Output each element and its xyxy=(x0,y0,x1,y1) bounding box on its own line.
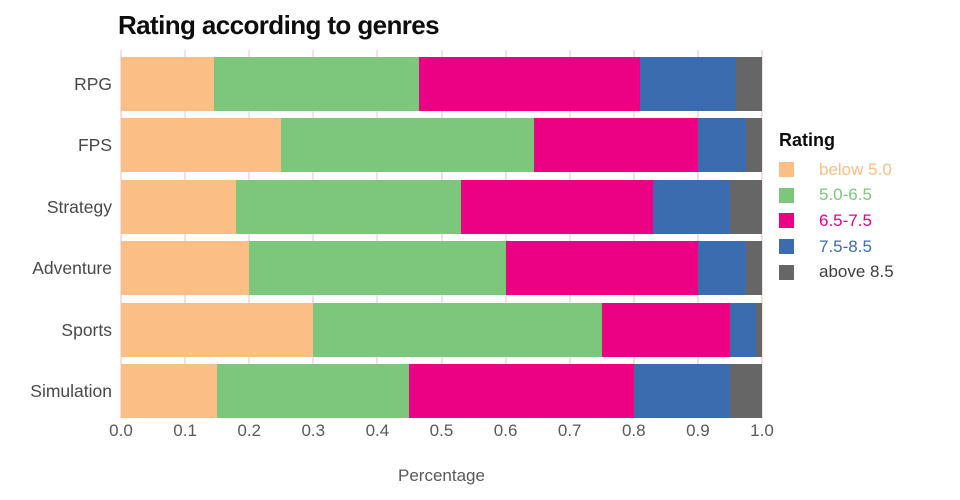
bar-segment-sports-below-5.0 xyxy=(121,302,314,357)
x-tick-label: 0.7 xyxy=(557,421,582,440)
legend-swatch-icon xyxy=(779,162,794,178)
bar-segment-simulation-above-8.5 xyxy=(729,363,762,418)
legend-item-6.5-7.5: 6.5-7.5 xyxy=(779,208,954,234)
bar-segment-rpg-below-5.0 xyxy=(121,57,214,111)
gridline xyxy=(440,50,443,418)
gridline xyxy=(696,50,699,418)
gridline xyxy=(184,50,187,418)
bar-segment-simulation-6.5-7.5 xyxy=(409,363,634,418)
plot-area xyxy=(120,50,763,418)
legend-items: below 5.0 5.0-6.5 6.5-7.5 7.5-8.5 above 8.5 xyxy=(779,157,954,285)
x-tick-label: 0.5 xyxy=(429,421,454,440)
y-label-fps: FPS xyxy=(77,135,112,156)
gridline xyxy=(568,50,571,418)
y-label-adventure: Adventure xyxy=(32,258,112,279)
y-label-strategy: Strategy xyxy=(46,196,112,217)
bar-row-rpg xyxy=(121,57,762,111)
gridline xyxy=(376,50,379,418)
bar-segment-strategy-below-5.0 xyxy=(121,179,237,234)
x-tick-label: 0.9 xyxy=(686,421,710,440)
bar-segment-fps-5.0-6.5 xyxy=(281,118,535,173)
bar-segment-adventure-6.5-7.5 xyxy=(505,241,698,296)
legend-swatch-icon xyxy=(779,264,794,280)
bars-container xyxy=(121,57,762,418)
bar-segment-sports-6.5-7.5 xyxy=(601,302,730,357)
bar-segment-rpg-7.5-8.5 xyxy=(640,57,737,111)
bar-segment-rpg-above-8.5 xyxy=(736,57,762,111)
legend-item-7.5-8.5: 7.5-8.5 xyxy=(779,234,954,260)
bar-segment-adventure-5.0-6.5 xyxy=(249,241,506,296)
x-tick-label: 0.0 xyxy=(109,421,133,440)
gridline xyxy=(120,50,122,418)
bar-segment-simulation-5.0-6.5 xyxy=(217,363,410,418)
bar-segment-strategy-5.0-6.5 xyxy=(236,179,461,234)
gridline xyxy=(504,50,507,418)
bar-row-sports xyxy=(121,302,762,357)
legend-item-above-8.5: above 8.5 xyxy=(779,259,954,285)
legend-label: 5.0-6.5 xyxy=(819,185,872,205)
gridline xyxy=(761,50,763,418)
x-tick-label: 0.2 xyxy=(237,421,262,440)
bar-segment-simulation-7.5-8.5 xyxy=(633,363,730,418)
x-tick-label: 0.6 xyxy=(493,421,518,440)
bar-segment-sports-above-8.5 xyxy=(755,302,762,357)
bar-segment-strategy-above-8.5 xyxy=(729,179,762,234)
bar-row-adventure xyxy=(121,241,762,296)
bar-segment-rpg-5.0-6.5 xyxy=(213,57,420,111)
bar-segment-fps-below-5.0 xyxy=(121,118,282,173)
x-tick-label: 0.4 xyxy=(365,421,390,440)
legend-swatch-icon xyxy=(779,213,794,229)
x-axis-title: Percentage xyxy=(398,466,485,485)
gridline xyxy=(632,50,635,418)
bar-row-strategy xyxy=(121,179,762,234)
bar-row-simulation xyxy=(121,363,762,418)
legend-label: above 8.5 xyxy=(819,262,894,282)
x-tick-label: 0.8 xyxy=(621,421,646,440)
legend-label: 7.5-8.5 xyxy=(819,236,872,256)
bar-segment-sports-5.0-6.5 xyxy=(313,302,602,357)
legend-title: Rating xyxy=(779,130,835,150)
x-tick-label: 1.0 xyxy=(750,421,774,440)
bar-segment-adventure-above-8.5 xyxy=(745,241,762,296)
x-tick-label: 0.1 xyxy=(173,421,197,440)
legend-swatch-icon xyxy=(779,187,794,203)
gridline xyxy=(312,50,315,418)
bar-segment-fps-6.5-7.5 xyxy=(534,118,698,173)
legend-swatch-icon xyxy=(779,239,794,255)
legend: Rating below 5.0 5.0-6.5 6.5-7.5 7.5-8.5 abo… xyxy=(779,130,954,285)
legend-item-5.0-6.5: 5.0-6.5 xyxy=(779,183,954,209)
bar-segment-simulation-below-5.0 xyxy=(121,363,218,418)
bar-segment-sports-7.5-8.5 xyxy=(729,302,756,357)
legend-item-below-5.0: below 5.0 xyxy=(779,157,954,183)
gridline xyxy=(248,50,251,418)
x-axis-ticks: 0.0 0.1 0.2 0.3 0.4 0.5 0.6 0.7 0.8 0.9 1.0 xyxy=(109,421,774,441)
bar-row-fps xyxy=(121,118,762,173)
y-label-rpg: RPG xyxy=(74,74,112,94)
bar-segment-rpg-6.5-7.5 xyxy=(419,57,641,111)
y-axis-labels: RPG FPS Strategy Adventure Sports Simulation xyxy=(0,57,112,418)
x-tick-label: 0.3 xyxy=(301,421,326,440)
bar-segment-strategy-6.5-7.5 xyxy=(460,179,654,234)
bar-segment-adventure-7.5-8.5 xyxy=(697,241,746,296)
y-label-simulation: Simulation xyxy=(30,380,112,401)
y-label-sports: Sports xyxy=(61,319,112,340)
bar-segment-fps-above-8.5 xyxy=(745,118,762,173)
legend-label: 6.5-7.5 xyxy=(819,210,872,230)
bar-segment-adventure-below-5.0 xyxy=(121,241,250,296)
bar-segment-strategy-7.5-8.5 xyxy=(653,179,730,234)
bar-segment-fps-7.5-8.5 xyxy=(697,118,746,173)
legend-label: below 5.0 xyxy=(819,159,892,179)
chart-title: Rating according to genres xyxy=(118,10,440,40)
